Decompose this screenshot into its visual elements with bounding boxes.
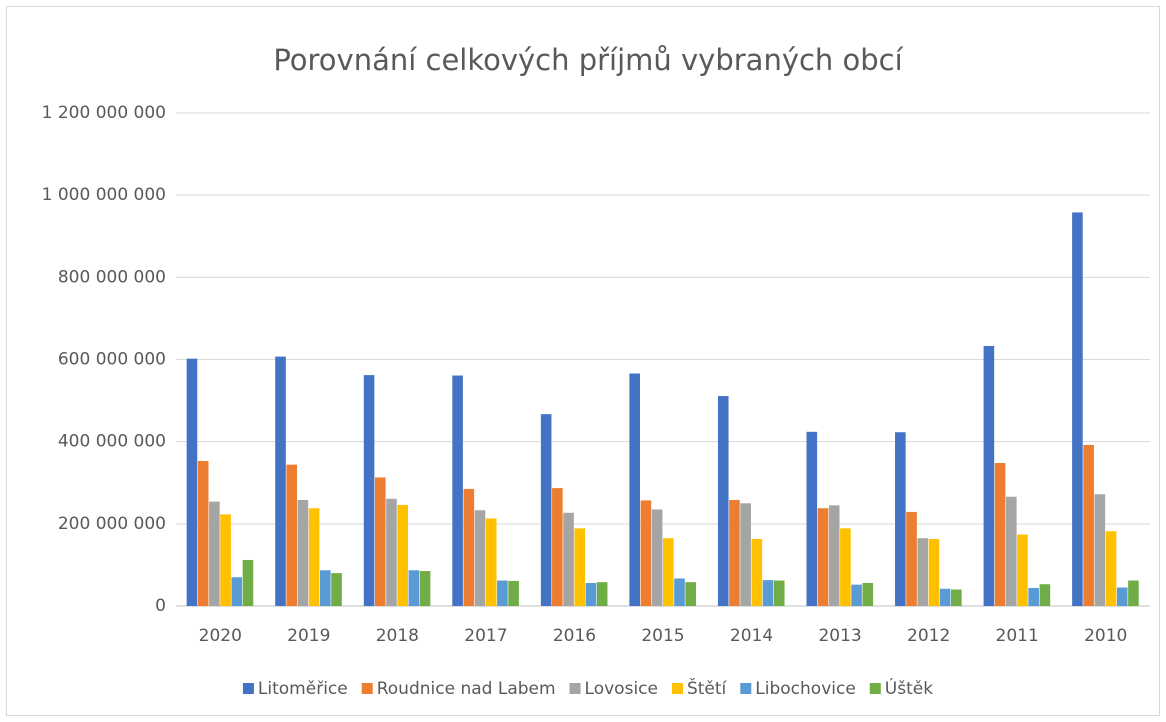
- y-tick-label: 1 200 000 000: [42, 103, 166, 123]
- legend-label: Litoměřice: [258, 679, 348, 699]
- x-tick-label: 2011: [996, 626, 1039, 646]
- legend-swatch: [242, 683, 254, 694]
- bar: [374, 477, 386, 606]
- bar: [286, 464, 298, 606]
- y-tick-label: 600 000 000: [58, 350, 166, 370]
- bar: [186, 358, 198, 606]
- bar: [508, 580, 519, 606]
- bar: [895, 432, 906, 606]
- bar: [983, 345, 995, 606]
- bar: [674, 578, 685, 606]
- chart-title: Porovnání celkových příjmů vybraných obc…: [273, 43, 903, 77]
- bar: [717, 396, 729, 606]
- bar: [906, 511, 917, 606]
- bar: [497, 580, 508, 606]
- legend-swatch: [671, 683, 683, 694]
- y-tick-label: 400 000 000: [58, 432, 166, 452]
- bar: [740, 503, 751, 606]
- bar: [928, 539, 940, 606]
- bar: [1094, 494, 1106, 606]
- bar: [1039, 584, 1051, 606]
- bar: [197, 460, 209, 606]
- bar: [485, 518, 497, 606]
- bar: [242, 559, 254, 606]
- bar: [563, 512, 574, 606]
- bar: [1083, 444, 1094, 606]
- x-tick-label: 2012: [907, 626, 950, 646]
- bar: [773, 580, 785, 606]
- bar: [851, 584, 862, 606]
- legend-label: Roudnice nad Labem: [377, 679, 556, 699]
- x-tick-label: 2015: [641, 626, 684, 646]
- x-tick-label: 2014: [730, 626, 773, 646]
- bar: [386, 498, 397, 606]
- bar: [408, 570, 420, 606]
- bar: [651, 509, 663, 606]
- bar: [685, 582, 696, 606]
- bar: [463, 488, 475, 606]
- bar: [1105, 531, 1117, 606]
- bar: [640, 500, 652, 606]
- x-tick-label: 2017: [464, 626, 507, 646]
- y-tick-label: 0: [155, 596, 166, 616]
- bar: [419, 571, 431, 606]
- bar: [1005, 496, 1017, 606]
- bar: [806, 431, 818, 606]
- legend-swatch: [869, 683, 881, 694]
- bar: [363, 375, 375, 606]
- bar: [297, 500, 309, 606]
- bar: [939, 588, 951, 606]
- legend-label: Štětí: [687, 677, 728, 699]
- y-tick-label: 200 000 000: [58, 514, 166, 534]
- bar: [574, 528, 586, 606]
- legend-label: Libochovice: [755, 679, 856, 699]
- x-tick-label: 2013: [818, 626, 861, 646]
- bar: [308, 508, 320, 606]
- bar: [596, 582, 608, 606]
- x-tick-label: 2018: [376, 626, 419, 646]
- bar: [1017, 534, 1028, 606]
- bar: [1116, 587, 1128, 606]
- bar: [817, 508, 829, 606]
- bar: [629, 373, 640, 606]
- y-tick-label: 1 000 000 000: [42, 185, 166, 205]
- bar: [452, 375, 463, 606]
- x-tick-label: 2020: [199, 626, 242, 646]
- bar: [862, 582, 874, 606]
- bar: [320, 570, 331, 606]
- bar: [751, 539, 763, 606]
- bar: [663, 538, 674, 606]
- bar: [220, 514, 231, 606]
- bar: [1028, 587, 1039, 606]
- bar: [917, 538, 929, 606]
- x-tick-label: 2010: [1084, 626, 1127, 646]
- bar: [331, 573, 342, 606]
- bar: [729, 500, 740, 606]
- bar: [474, 510, 486, 606]
- legend-swatch: [569, 683, 581, 694]
- legend-label: Lovosice: [585, 679, 658, 699]
- bar: [951, 589, 962, 606]
- bar: [231, 577, 243, 606]
- x-tick-label: 2019: [287, 626, 330, 646]
- legend-label: Úštěk: [885, 677, 933, 699]
- bar: [840, 528, 851, 606]
- x-tick-label: 2016: [553, 626, 596, 646]
- y-tick-label: 800 000 000: [58, 267, 166, 287]
- bar: [994, 463, 1006, 606]
- bar: [275, 356, 286, 606]
- bar: [209, 501, 220, 606]
- bar: [540, 414, 552, 606]
- bar: [552, 488, 563, 606]
- bar: [762, 580, 774, 606]
- bar: [585, 582, 597, 606]
- bar: [1128, 580, 1139, 606]
- legend-swatch: [740, 683, 752, 694]
- bar: [397, 504, 408, 606]
- legend-swatch: [361, 683, 373, 694]
- bar: [1072, 212, 1083, 606]
- bar: [828, 505, 840, 606]
